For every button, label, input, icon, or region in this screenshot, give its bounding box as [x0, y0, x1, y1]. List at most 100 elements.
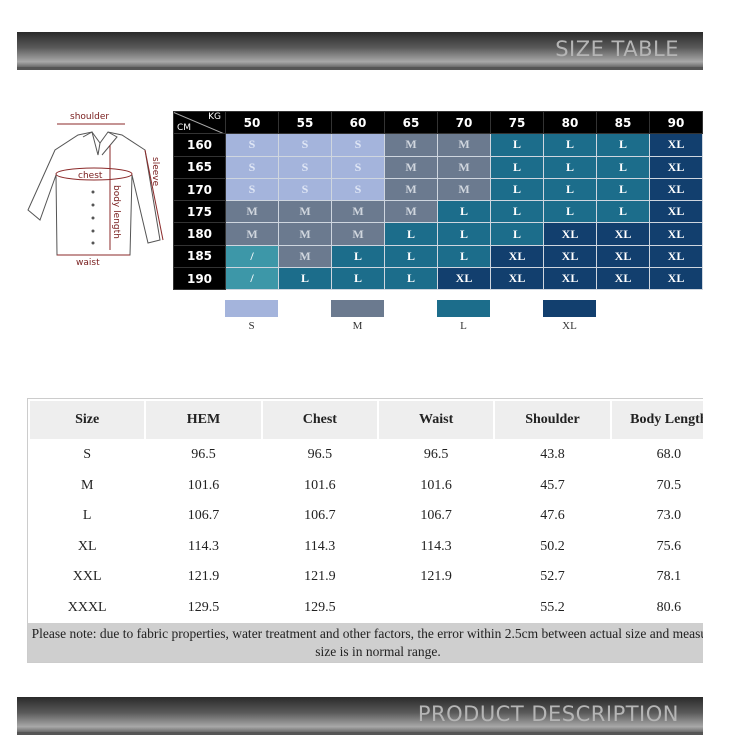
table-cell: 114.3 [420, 538, 452, 554]
grid-row: 175 M M M M L L L L XL [173, 200, 703, 224]
size-cell: XL [543, 222, 597, 246]
table-cell: 55.2 [540, 599, 565, 615]
size-cell: XL [543, 244, 597, 269]
table-cell: 70.5 [656, 477, 682, 493]
size-cell: M [437, 133, 491, 157]
table-cell: 106.7 [304, 508, 336, 524]
table-cell: 114.3 [304, 538, 336, 554]
size-cell: L [596, 155, 650, 179]
grid-corner: KG CM [173, 110, 226, 135]
size-cell: XL [596, 222, 650, 246]
size-cell: L [384, 222, 438, 246]
banner-title: SIZE TABLE [555, 37, 679, 61]
size-cell: L [437, 244, 491, 269]
table-row: XXL 121.9 121.9 121.9 52.7 78.1 [30, 563, 703, 592]
weight-header: 90 [649, 110, 703, 135]
body-length-label: body length [111, 185, 121, 239]
size-cell: L [543, 200, 597, 224]
legend-swatch [437, 300, 490, 317]
legend-label: L [460, 320, 467, 332]
size-cell: L [543, 155, 597, 179]
size-cell: L [490, 222, 544, 246]
shirt-measurement-diagram: shoulder chest waist sleeve body length [27, 112, 164, 268]
size-cell: S [225, 155, 279, 179]
weight-header: 70 [437, 110, 491, 135]
grid-row: 190/L L L XL XL XL XL XL [173, 267, 703, 291]
table-row: M 101.6 101.6 101.6 45.7 70.5 [30, 472, 703, 501]
weight-header: 75 [490, 110, 544, 135]
legend-label: S [248, 320, 255, 332]
size-cell: L [596, 177, 650, 202]
grid-row: 180 M M M L L L XL XL XL [173, 222, 703, 246]
table-cell: 43.8 [540, 447, 565, 463]
height-header: 185 [173, 244, 226, 269]
height-header: 175 [173, 200, 226, 224]
table-cell: 73.0 [656, 508, 682, 524]
sleeve-label: sleeve [150, 157, 160, 187]
table-cell: M [80, 477, 94, 493]
grid-row: 185/M L L L XL XL XL XL [173, 244, 703, 269]
size-cell: M [278, 222, 332, 246]
size-cell: XL [490, 267, 544, 291]
size-cell: M [384, 177, 438, 202]
size-cell: XL [437, 267, 491, 291]
size-cell: M [384, 200, 438, 224]
size-cell: S [278, 133, 332, 157]
size-cell: S [331, 133, 385, 157]
size-cell: L [384, 267, 438, 291]
size-cell: XL [543, 267, 597, 291]
size-cell: XL [649, 222, 703, 246]
size-table-banner: SIZE TABLE [17, 32, 703, 70]
size-cell: M [437, 177, 491, 202]
table-row: S 96.5 96.5 96.5 43.8 68.0 [30, 441, 703, 470]
size-cell: S [331, 155, 385, 179]
height-header: 170 [173, 177, 226, 202]
size-cell: / [225, 267, 279, 291]
size-cell: M [278, 200, 332, 224]
table-cell: 106.7 [420, 508, 452, 524]
weight-header: 55 [278, 110, 332, 135]
size-cell: M [331, 222, 385, 246]
size-cell: S [278, 155, 332, 179]
size-cell: L [490, 155, 544, 179]
size-note: Please note: due to fabric properties, w… [28, 623, 703, 662]
table-cell: 121.9 [304, 569, 336, 585]
table-cell: XL [77, 538, 97, 554]
size-cell: L [543, 177, 597, 202]
size-cell: L [490, 133, 544, 157]
table-row: XL 114.3 114.3 114.3 50.2 75.6 [30, 533, 703, 562]
table-cell: 101.6 [420, 477, 452, 493]
grid-row: 170 S S S M M L L L XL [173, 177, 703, 202]
table-cell: XXXL [67, 599, 107, 615]
table-cell: 106.7 [187, 508, 220, 524]
table-cell: 52.7 [540, 569, 565, 585]
weight-header: 65 [384, 110, 438, 135]
weight-header: 85 [596, 110, 650, 135]
table-row: L 106.7 106.7 106.7 47.6 73.0 [30, 502, 703, 531]
size-cell: XL [649, 177, 703, 202]
table-cell: 96.5 [307, 447, 333, 463]
table-cell [379, 594, 493, 623]
size-cell: L [543, 133, 597, 157]
size-cell: XL [649, 155, 703, 179]
table-cell: 78.1 [656, 569, 682, 585]
waist-label: waist [76, 258, 100, 268]
height-header: 160 [173, 133, 226, 157]
size-cell: XL [490, 244, 544, 269]
legend-swatch [543, 300, 596, 317]
size-cell: L [596, 133, 650, 157]
table-cell: L [82, 508, 92, 524]
size-cell: S [225, 177, 279, 202]
legend-label: M [352, 320, 363, 332]
size-cell: S [225, 133, 279, 157]
size-cell: L [490, 177, 544, 202]
size-cell: L [384, 244, 438, 269]
grid-row: 165 S S S M M L L L XL [173, 155, 703, 179]
table-row: XXXL 129.5 129.5 55.2 80.6 [30, 594, 703, 623]
size-cell: L [278, 267, 332, 291]
legend-label: XL [562, 320, 577, 332]
size-cell: / [225, 244, 279, 269]
legend-swatch [331, 300, 384, 317]
weight-header: 50 [225, 110, 279, 135]
banner-title: PRODUCT DESCRIPTION [417, 702, 679, 726]
